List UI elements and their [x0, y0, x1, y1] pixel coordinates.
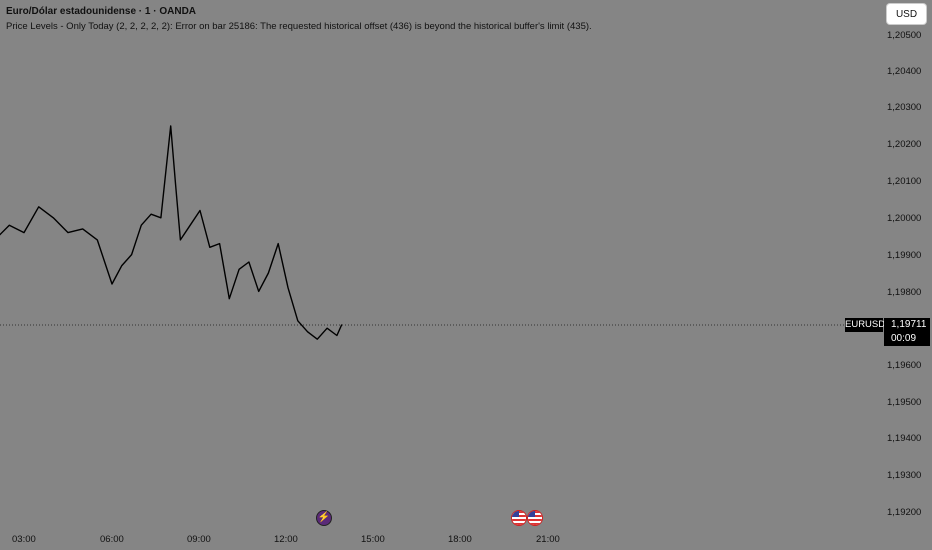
lightning-bolt-icon[interactable]: ⚡	[316, 510, 332, 526]
price-tick: 1,19900	[887, 250, 922, 261]
price-tick: 1,20300	[887, 102, 922, 113]
currency-button[interactable]: USD	[887, 4, 926, 24]
symbol-price-tag: EURUSD	[845, 318, 886, 332]
price-tick: 1,19500	[887, 397, 922, 408]
time-tick: 09:00	[187, 534, 211, 545]
price-tick: 1,19600	[887, 360, 922, 371]
price-tick: 1,19400	[887, 433, 922, 444]
time-tick: 03:00	[12, 534, 36, 545]
time-tick: 18:00	[448, 534, 472, 545]
chart-header: Euro/Dólar estadounidense · 1 · OANDA Pr…	[6, 6, 592, 33]
last-price-tag: 1,19711 00:09	[884, 318, 930, 346]
bar-countdown: 00:09	[891, 333, 917, 344]
symbol-title[interactable]: Euro/Dólar estadounidense · 1 · OANDA	[6, 6, 197, 17]
price-series-line	[0, 125, 343, 340]
last-price-value: 1,19711	[891, 319, 927, 330]
price-tick: 1,19200	[887, 507, 922, 518]
price-chart[interactable]	[0, 0, 880, 522]
price-tick: 1,19800	[887, 287, 922, 298]
price-tick: 1,20500	[887, 30, 922, 41]
time-tick: 21:00	[536, 534, 560, 545]
price-tick: 1,19300	[887, 470, 922, 481]
price-tick: 1,20000	[887, 213, 922, 224]
us-flag-icon[interactable]	[511, 510, 527, 526]
price-tick: 1,20100	[887, 176, 922, 187]
us-flag-icon[interactable]	[527, 510, 543, 526]
price-tick: 1,20400	[887, 66, 922, 77]
indicator-error-message: Price Levels - Only Today (2, 2, 2, 2, 2…	[6, 21, 592, 32]
time-tick: 15:00	[361, 534, 385, 545]
time-tick: 06:00	[100, 534, 124, 545]
time-tick: 12:00	[274, 534, 298, 545]
price-tick: 1,20200	[887, 139, 922, 150]
